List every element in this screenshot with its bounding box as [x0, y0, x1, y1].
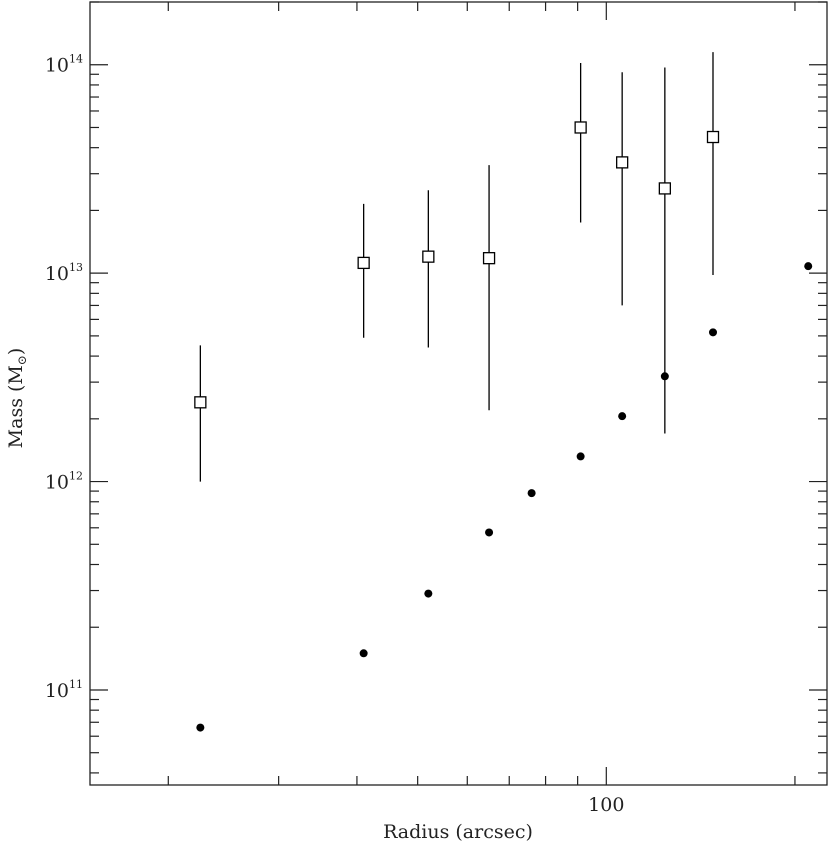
open-square-marker [706, 130, 720, 144]
y-tick-label: 1013 [45, 261, 83, 285]
filled-circle-marker [618, 412, 627, 421]
open-square-marker [616, 156, 629, 169]
y-tick-label: 1014 [45, 53, 83, 77]
open-square-marker [658, 182, 671, 195]
x-axis-label: Radius (arcsec) [383, 821, 533, 843]
y-axis-label-sub: ⊙ [15, 355, 29, 365]
y-axis-label: Mass (M⊙) [5, 348, 29, 449]
filled-circle-marker [527, 489, 536, 498]
filled-circle-marker [804, 262, 813, 271]
y-tick-label-base: 10 [45, 472, 69, 494]
x-tick-label: 100 [588, 794, 624, 816]
filled-circle-marker [708, 328, 717, 337]
filled-circle-marker [196, 723, 205, 732]
y-tick-label-exp: 14 [69, 53, 83, 66]
filled-circle-marker [359, 649, 368, 658]
y-axis-label-main: Mass (M [5, 365, 27, 448]
y-tick-label-base: 10 [45, 55, 69, 77]
filled-circle-marker [485, 528, 494, 537]
y-axis-label-close: ) [5, 348, 27, 355]
filled-circle-marker [424, 589, 433, 598]
open-square-marker [357, 256, 370, 270]
data-markers [194, 121, 813, 732]
tick-marks [90, 1, 827, 785]
open-square-marker [574, 121, 587, 134]
y-tick-label: 1011 [45, 678, 83, 702]
y-tick-label-base: 10 [45, 680, 69, 702]
y-tick-label-base: 10 [45, 263, 69, 285]
plot-frame [89, 1, 828, 786]
open-square-marker [194, 396, 207, 409]
y-tick-label: 1012 [45, 470, 83, 494]
filled-circle-marker [576, 452, 585, 461]
y-tick-label-exp: 13 [69, 261, 83, 274]
x-tick-labels: 100 [588, 794, 624, 816]
open-square-marker [482, 252, 496, 265]
open-square-marker [422, 250, 435, 263]
y-tick-label-exp: 12 [69, 470, 83, 483]
filled-circle-marker [660, 372, 669, 381]
error-bars [199, 52, 714, 482]
y-tick-label-exp: 11 [69, 678, 83, 691]
